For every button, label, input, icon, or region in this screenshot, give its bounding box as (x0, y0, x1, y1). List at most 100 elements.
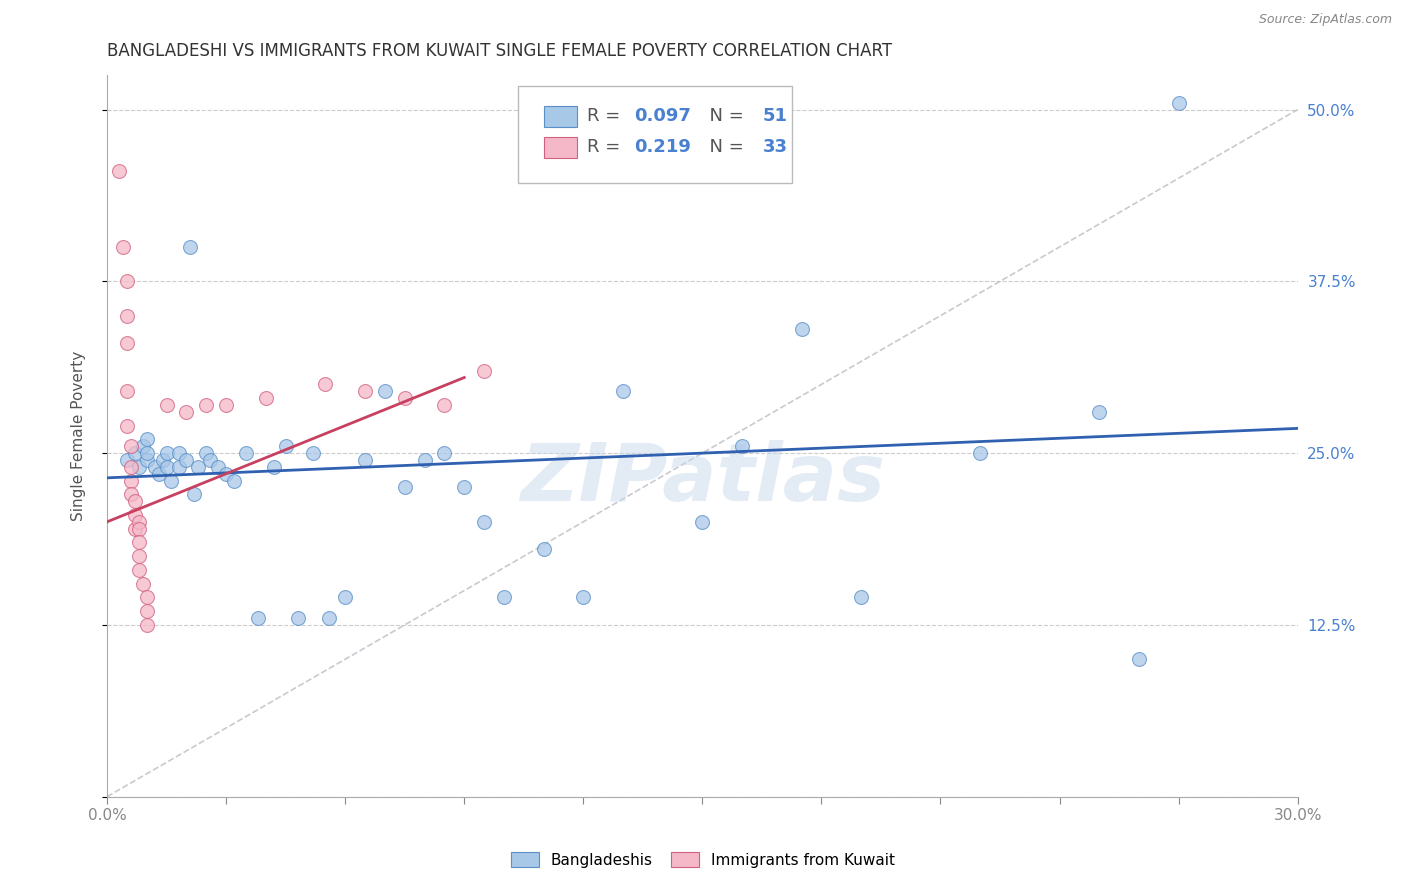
Point (318, 611, 340, 625)
Point (195, 446, 218, 460)
Point (335, 591, 357, 605)
Point (235, 446, 257, 460)
Point (120, 487, 142, 501)
Point (159, 474, 181, 488)
Point (187, 459, 209, 474)
Point (215, 467, 238, 481)
Point (115, 384, 138, 399)
Point (124, 446, 146, 460)
Bar (544, 105, 578, 128)
Point (692, 515, 714, 529)
Point (200, 453, 222, 467)
Point (167, 446, 190, 460)
Point (374, 384, 396, 399)
Point (394, 391, 416, 405)
Point (453, 480, 475, 494)
Point (124, 494, 146, 508)
Point (263, 459, 285, 474)
Point (731, 439, 754, 453)
Point (115, 418, 138, 433)
Point (413, 453, 436, 467)
Point (135, 604, 157, 618)
Text: 0.219: 0.219 (634, 138, 692, 156)
Point (302, 446, 325, 460)
Text: R =: R = (586, 138, 626, 156)
Point (128, 563, 150, 577)
Bar (544, 136, 578, 158)
Point (135, 453, 157, 467)
Point (167, 459, 190, 474)
Point (135, 446, 157, 460)
Point (533, 542, 555, 557)
Point (179, 240, 201, 254)
Point (128, 515, 150, 529)
Point (1088, 405, 1111, 419)
Text: BANGLADESHI VS IMMIGRANTS FROM KUWAIT SINGLE FEMALE POVERTY CORRELATION CHART: BANGLADESHI VS IMMIGRANTS FROM KUWAIT SI… (107, 42, 893, 60)
Y-axis label: Single Female Poverty: Single Female Poverty (72, 351, 86, 521)
Point (115, 336, 138, 351)
Point (128, 535, 150, 549)
Point (152, 453, 174, 467)
Point (287, 611, 309, 625)
Point (120, 474, 142, 488)
Point (115, 309, 138, 323)
Text: N =: N = (697, 138, 749, 156)
Point (492, 591, 515, 605)
Point (274, 439, 297, 453)
Point (108, 164, 131, 178)
Point (111, 240, 134, 254)
Point (222, 474, 245, 488)
Point (246, 611, 269, 625)
Point (472, 515, 495, 529)
Point (135, 433, 157, 447)
Point (394, 480, 416, 494)
Point (183, 487, 205, 501)
Point (433, 398, 456, 412)
Point (120, 439, 142, 453)
Point (969, 446, 991, 460)
Point (143, 459, 166, 474)
Point (115, 453, 138, 467)
Point (1128, 652, 1150, 666)
Point (472, 364, 495, 378)
Point (120, 459, 142, 474)
Text: 33: 33 (763, 138, 789, 156)
Point (176, 405, 198, 419)
Text: N =: N = (697, 107, 749, 126)
Point (1167, 95, 1189, 110)
Point (572, 591, 595, 605)
Point (128, 459, 150, 474)
Point (155, 446, 177, 460)
Point (207, 459, 229, 474)
Point (176, 453, 198, 467)
Point (433, 446, 456, 460)
Text: Source: ZipAtlas.com: Source: ZipAtlas.com (1258, 13, 1392, 27)
Point (124, 522, 146, 536)
Point (135, 618, 157, 632)
Point (155, 398, 177, 412)
Point (124, 508, 146, 522)
Point (314, 377, 336, 392)
Point (132, 439, 155, 453)
Text: 0.097: 0.097 (634, 107, 692, 126)
Point (148, 467, 170, 481)
Point (135, 591, 157, 605)
Text: ZIPatlas: ZIPatlas (520, 441, 884, 518)
Point (612, 384, 634, 399)
Point (254, 391, 277, 405)
Point (115, 274, 138, 288)
Point (155, 459, 177, 474)
Point (195, 398, 218, 412)
Point (215, 398, 238, 412)
Legend: Bangladeshis, Immigrants from Kuwait: Bangladeshis, Immigrants from Kuwait (503, 844, 903, 875)
Point (354, 453, 377, 467)
Point (128, 522, 150, 536)
FancyBboxPatch shape (517, 86, 792, 184)
Point (132, 576, 155, 591)
Point (354, 384, 377, 399)
Text: 51: 51 (763, 107, 789, 126)
Point (790, 322, 813, 336)
Point (849, 591, 872, 605)
Point (128, 549, 150, 564)
Text: R =: R = (586, 107, 626, 126)
